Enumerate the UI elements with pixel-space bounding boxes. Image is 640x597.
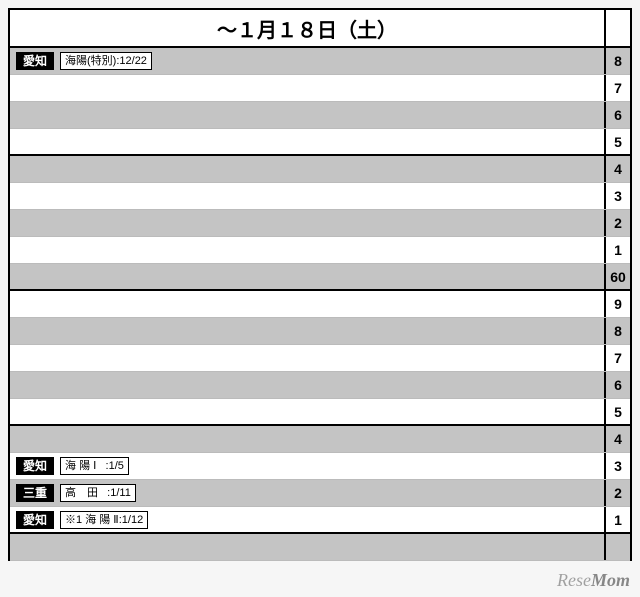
row-number: 8 [606, 48, 630, 74]
row-content [10, 345, 606, 371]
row-number: 60 [606, 264, 630, 289]
row-number: 3 [606, 183, 630, 209]
schedule-table: ～１月１８日（土） 愛知海陽(特別):12/228765432160987654… [8, 8, 632, 597]
date-title: ～１月１８日（土） [10, 10, 606, 46]
table-row: 6 [10, 102, 630, 129]
entry-text: 高 田 :1/11 [60, 484, 136, 502]
row-content [10, 291, 606, 317]
prefecture-tag: 愛知 [16, 511, 54, 529]
row-number: 2 [606, 210, 630, 236]
table-row: 1 [10, 237, 630, 264]
table-body: 愛知海陽(特別):12/228765432160987654愛知海 陽 Ⅰ :1… [8, 48, 632, 561]
row-number: 5 [606, 399, 630, 424]
row-content: 愛知 ※1 海 陽 Ⅱ:1/12 [10, 507, 606, 532]
table-row: 4 [10, 156, 630, 183]
row-number: 7 [606, 345, 630, 371]
table-row: 8 [10, 318, 630, 345]
entry-text: ※1 海 陽 Ⅱ:1/12 [60, 511, 148, 529]
row-content [10, 129, 606, 154]
table-row [10, 534, 630, 561]
table-row: 5 [10, 129, 630, 156]
table-row: 6 [10, 372, 630, 399]
row-content [10, 318, 606, 344]
entry-text: 海 陽 Ⅰ :1/5 [60, 457, 129, 475]
entry-text: 海陽(特別):12/22 [60, 52, 152, 70]
row-number: 3 [606, 453, 630, 479]
row-number [606, 534, 630, 560]
table-row: 愛知海 陽 Ⅰ :1/53 [10, 453, 630, 480]
row-number: 9 [606, 291, 630, 317]
prefecture-tag: 愛知 [16, 457, 54, 475]
table-row: 三重高 田 :1/112 [10, 480, 630, 507]
header-num-column [606, 10, 630, 46]
row-content [10, 75, 606, 101]
row-number: 6 [606, 372, 630, 398]
table-row: 3 [10, 183, 630, 210]
row-content [10, 156, 606, 182]
row-number: 8 [606, 318, 630, 344]
table-row: 9 [10, 291, 630, 318]
row-content: 愛知海 陽 Ⅰ :1/5 [10, 453, 606, 479]
row-number: 1 [606, 237, 630, 263]
row-number: 7 [606, 75, 630, 101]
table-row: 5 [10, 399, 630, 426]
row-content [10, 183, 606, 209]
row-number: 4 [606, 156, 630, 182]
row-number: 1 [606, 507, 630, 532]
row-number: 4 [606, 426, 630, 452]
row-content [10, 372, 606, 398]
row-content [10, 264, 606, 289]
row-content [10, 237, 606, 263]
row-content: 愛知海陽(特別):12/22 [10, 48, 606, 74]
row-content [10, 102, 606, 128]
table-row: 2 [10, 210, 630, 237]
row-content [10, 534, 606, 560]
table-header: ～１月１８日（土） [8, 8, 632, 48]
table-row: 60 [10, 264, 630, 291]
row-content [10, 426, 606, 452]
row-number: 5 [606, 129, 630, 154]
row-content: 三重高 田 :1/11 [10, 480, 606, 506]
row-content [10, 210, 606, 236]
table-row: 愛知海陽(特別):12/228 [10, 48, 630, 75]
row-number: 2 [606, 480, 630, 506]
table-row: 7 [10, 345, 630, 372]
table-row: 4 [10, 426, 630, 453]
prefecture-tag: 三重 [16, 484, 54, 502]
prefecture-tag: 愛知 [16, 52, 54, 70]
row-number: 6 [606, 102, 630, 128]
table-row: 愛知 ※1 海 陽 Ⅱ:1/12 1 [10, 507, 630, 534]
row-content [10, 399, 606, 424]
table-row: 7 [10, 75, 630, 102]
